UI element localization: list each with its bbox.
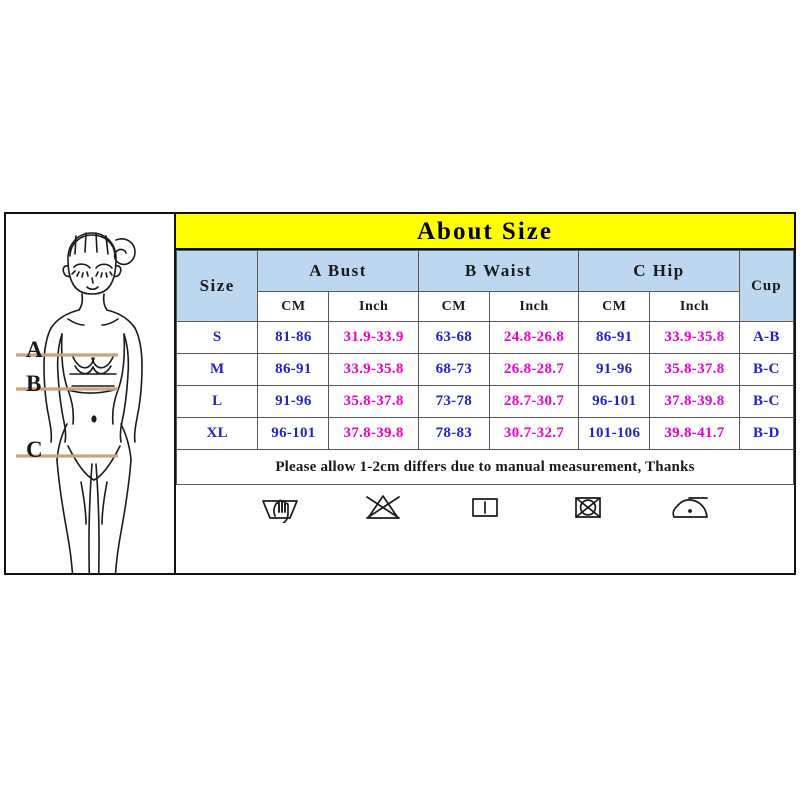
cell-cup: B-C — [738, 353, 795, 386]
cell-size: S — [175, 321, 259, 354]
care-symbols-row — [176, 484, 794, 529]
cell-hip-inch: 33.9-35.8 — [649, 321, 740, 354]
cell-waist-cm: 63-68 — [417, 321, 490, 354]
cell-hip-cm: 96-101 — [578, 385, 651, 418]
cell-waist-cm: 78-83 — [417, 417, 490, 450]
cell-waist-inch: 30.7-32.7 — [488, 417, 580, 450]
cell-bust-cm: 91-96 — [257, 385, 330, 418]
care-symbols-strip — [177, 485, 794, 529]
measurement-note: Please allow 1-2cm differs due to manual… — [176, 449, 794, 485]
cell-size: M — [175, 353, 259, 386]
table-row: L 91-96 35.8-37.8 73-78 28.7-30.7 96-101… — [175, 385, 795, 418]
subheader-bust-inch: Inch — [328, 291, 419, 322]
cell-hip-cm: 101-106 — [578, 417, 651, 450]
subheader-bust-cm: CM — [257, 291, 330, 322]
cell-hip-cm: 86-91 — [578, 321, 651, 354]
cell-waist-inch: 28.7-30.7 — [488, 385, 580, 418]
subheader-waist-cm: CM — [417, 291, 490, 322]
cell-hip-cm: 91-96 — [578, 353, 651, 386]
subheader-hip-cm: CM — [578, 291, 651, 322]
cell-waist-cm: 68-73 — [417, 353, 490, 386]
measurement-note-row: Please allow 1-2cm differs due to manual… — [176, 449, 794, 485]
line-dry-icon — [472, 498, 498, 517]
cell-hip-inch: 39.8-41.7 — [649, 417, 740, 450]
table-row: M 86-91 33.9-35.8 68-73 26.8-28.7 91-96 … — [175, 353, 795, 386]
cell-bust-cm: 86-91 — [257, 353, 330, 386]
cell-cup: B-C — [738, 385, 795, 418]
cell-cup: B-D — [738, 417, 795, 450]
cell-bust-inch: 33.9-35.8 — [328, 353, 419, 386]
cell-hip-inch: 35.8-37.8 — [649, 353, 740, 386]
cell-waist-inch: 26.8-28.7 — [488, 353, 580, 386]
figure-label-c: C — [26, 437, 43, 462]
cell-bust-inch: 37.8-39.8 — [328, 417, 419, 450]
header-hip: C Hip — [578, 250, 740, 292]
do-not-bleach-icon — [365, 495, 400, 519]
header-bust: A Bust — [257, 250, 419, 292]
figure-label-a: A — [26, 337, 43, 362]
hand-wash-icon — [262, 499, 298, 523]
cell-bust-inch: 31.9-33.9 — [328, 321, 419, 354]
header-waist: B Waist — [417, 250, 580, 292]
cell-cup: A-B — [738, 321, 795, 354]
table-row: S 81-86 31.9-33.9 63-68 24.8-26.8 86-91 … — [175, 321, 795, 354]
header-cup: Cup — [738, 250, 795, 322]
table-subheader-row: CM Inch CM Inch CM Inch — [177, 291, 794, 322]
female-body-measurement-diagram — [16, 232, 143, 573]
cell-bust-cm: 96-101 — [257, 417, 330, 450]
table-row: XL 96-101 37.8-39.8 78-83 30.7-32.7 101-… — [175, 417, 795, 450]
header-size: Size — [175, 250, 259, 322]
do-not-tumble-dry-icon — [574, 497, 601, 518]
page-title: About Size — [176, 214, 794, 250]
table-header-row: Size A Bust B Waist C Hip Cup — [175, 250, 795, 322]
cell-hip-inch: 37.8-39.8 — [649, 385, 740, 418]
cell-bust-cm: 81-86 — [257, 321, 330, 354]
body-figure-panel: A B C — [6, 214, 176, 573]
iron-low-icon — [672, 497, 708, 518]
subheader-hip-inch: Inch — [649, 291, 740, 322]
size-chart-card: A B C About Size Size A Bust B Waist — [4, 212, 796, 575]
cell-size: L — [175, 385, 259, 418]
figure-label-b: B — [26, 371, 42, 396]
cell-size: XL — [175, 417, 259, 450]
subheader-waist-inch: Inch — [488, 291, 580, 322]
size-table-panel: About Size Size A Bust B Waist C Hip Cup — [175, 214, 795, 573]
cell-waist-cm: 73-78 — [417, 385, 490, 418]
cell-bust-inch: 35.8-37.8 — [328, 385, 419, 418]
cell-waist-inch: 24.8-26.8 — [488, 321, 580, 354]
care-symbols-cell — [176, 484, 794, 529]
size-table: Size A Bust B Waist C Hip Cup CM Inch CM… — [175, 250, 795, 529]
